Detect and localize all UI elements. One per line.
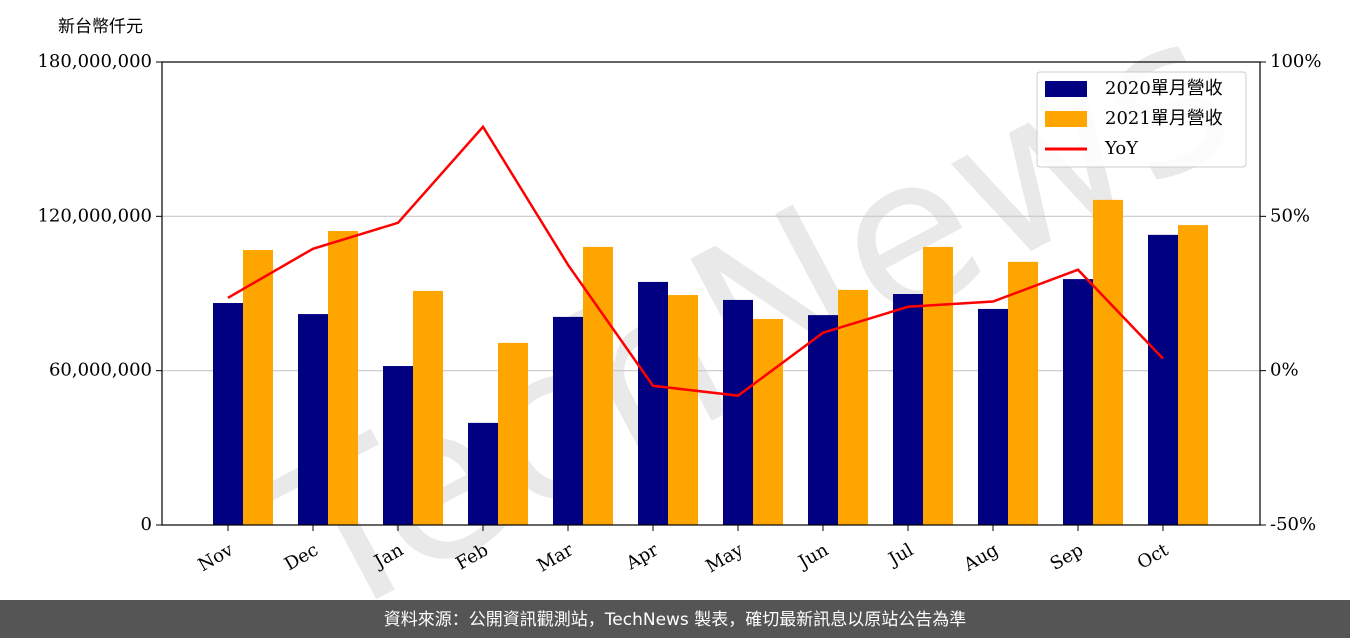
y-tick-label: 60,000,000	[49, 360, 152, 381]
bar	[583, 246, 613, 525]
bar	[1178, 225, 1208, 525]
bar	[723, 299, 753, 525]
y2-tick-label: 0%	[1270, 360, 1299, 381]
bar	[838, 289, 868, 525]
bar	[383, 366, 413, 525]
bar	[808, 315, 838, 525]
line	[227, 124, 1164, 397]
y-tick-label: 120,000,000	[37, 205, 152, 226]
bar	[553, 316, 583, 525]
legend-box	[1036, 71, 1247, 168]
bar	[668, 295, 698, 525]
plot-frame	[161, 61, 1261, 526]
bar	[638, 281, 668, 525]
bar	[243, 250, 273, 525]
y2-tick-label: 50%	[1270, 205, 1310, 226]
source: 資料來源：公開資訊觀測站，TechNews 製表，確切最新訊息以原站公告為準	[384, 610, 966, 630]
legend-label: 2021單月營收	[1105, 108, 1223, 129]
bar	[1008, 261, 1038, 525]
bar	[413, 290, 443, 525]
bar	[893, 294, 923, 525]
legend-swatch	[1045, 81, 1087, 97]
bar	[923, 246, 953, 525]
y-axis-label: 新台幣仟元	[58, 17, 143, 37]
bar	[213, 303, 243, 525]
y-tick-label: 0	[141, 514, 152, 535]
legend-swatch	[1045, 111, 1087, 127]
bar	[753, 318, 783, 525]
legend-label: 2020單月營收	[1105, 78, 1223, 99]
bar	[1063, 279, 1093, 525]
footer	[0, 600, 1350, 638]
bar	[328, 230, 358, 525]
legend-label: YoY	[1104, 138, 1139, 159]
bar	[298, 314, 328, 525]
bar	[498, 342, 528, 525]
y2-tick-label: -50%	[1270, 514, 1316, 535]
bar	[978, 308, 1008, 525]
y-tick-label: 180,000,000	[37, 51, 152, 72]
bar	[1093, 199, 1123, 526]
bar	[1148, 234, 1178, 525]
y2-tick-label: 100%	[1270, 51, 1321, 72]
bar	[468, 422, 498, 525]
